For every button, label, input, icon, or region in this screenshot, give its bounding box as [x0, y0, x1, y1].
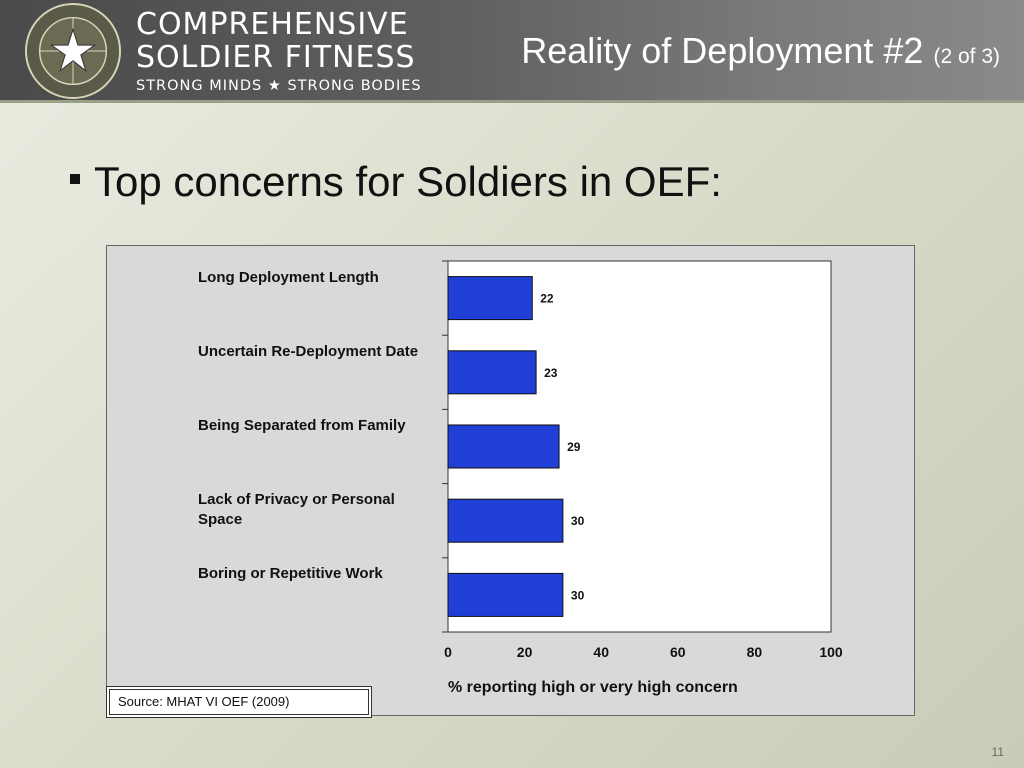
value-label-1: 22: [540, 292, 554, 306]
category-label-1: Long Deployment Length: [198, 268, 379, 286]
brand-line-2: SOLDIER FITNESS: [136, 40, 416, 75]
bar-2: [447, 350, 537, 395]
source-text: Source: MHAT VI OEF (2009): [109, 689, 369, 715]
bar-5: [447, 572, 564, 617]
source-box: Source: MHAT VI OEF (2009): [106, 686, 372, 718]
bar-chart: 22 23 29 30 30 0 20 40 60 80 100: [442, 260, 843, 660]
csf-seal-logo: [24, 2, 122, 100]
x-tick-label-80: 80: [747, 644, 763, 660]
bar-1: [447, 276, 533, 321]
slide-header: COMPREHENSIVE SOLDIER FITNESS STRONG MIN…: [0, 0, 1024, 103]
brand-wordmark: COMPREHENSIVE SOLDIER FITNESS STRONG MIN…: [136, 8, 422, 96]
square-bullet-icon: [70, 173, 80, 184]
bar-3: [447, 424, 560, 469]
x-tick-label-100: 100: [819, 644, 843, 660]
x-tick-label-40: 40: [593, 644, 609, 660]
brand-tagline: STRONG MINDS ★ STRONG BODIES: [136, 78, 422, 94]
category-label-5: Boring or Repetitive Work: [198, 565, 383, 583]
value-label-5: 30: [571, 588, 585, 602]
slide-title-sub: (2 of 3): [933, 45, 1000, 68]
category-label-2: Uncertain Re-Deployment Date: [198, 342, 419, 360]
brand-line-1: COMPREHENSIVE: [136, 7, 409, 42]
x-tick-label-20: 20: [517, 644, 533, 660]
bar-4: [447, 498, 564, 543]
x-tick-label-60: 60: [670, 644, 686, 660]
value-label-2: 23: [544, 366, 558, 380]
x-tick-label-0: 0: [444, 644, 452, 660]
value-label-4: 30: [571, 514, 585, 528]
bullet-text: Top concerns for Soldiers in OEF:: [94, 158, 722, 205]
category-label-3: Being Separated from Family: [198, 416, 406, 434]
slide-title: Reality of Deployment #2 (2 of 3): [521, 30, 1000, 72]
category-label-4: Lack of Privacy or Personal Space: [198, 491, 395, 529]
x-axis-label: % reporting high or very high concern: [448, 679, 738, 696]
slide-title-main: Reality of Deployment #2: [521, 30, 924, 71]
value-label-3: 29: [567, 440, 581, 454]
bullet-point: Top concerns for Soldiers in OEF:: [70, 158, 722, 206]
page-number: 11: [991, 745, 1004, 759]
chart-panel: 22 23 29 30 30 0 20 40 60 80 100: [106, 245, 915, 716]
